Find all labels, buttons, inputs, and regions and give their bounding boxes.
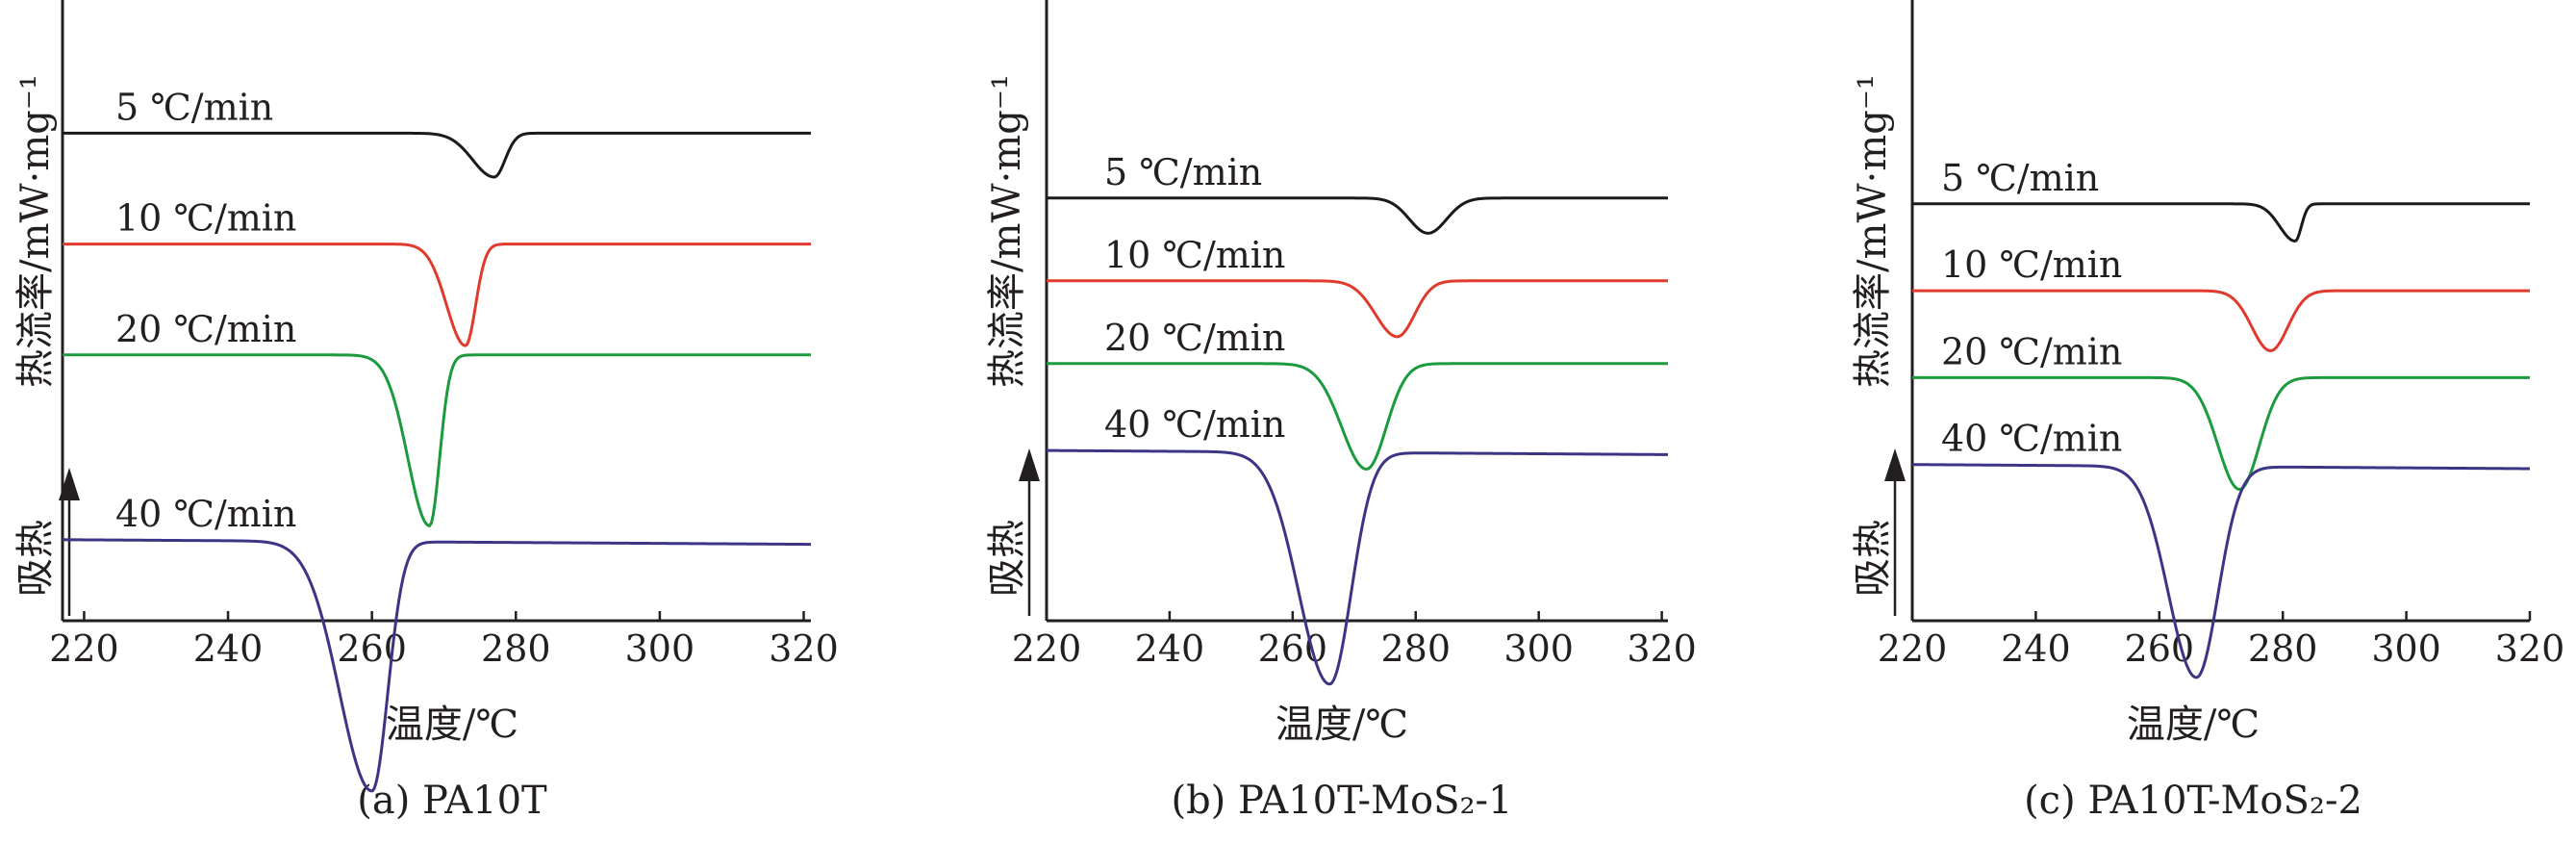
panel-b-endotherm-arrow (1019, 448, 1040, 616)
panel-b-series-label: 10 ℃/min (1104, 234, 1285, 276)
panel-a-series-line (63, 243, 811, 347)
panel-b-x-tick-label: 320 (1627, 627, 1697, 670)
panel-c-x-tick-label: 300 (2371, 627, 2441, 670)
panel-c-series-label: 10 ℃/min (1941, 243, 2122, 286)
panel-c-x-tick-label: 260 (2125, 627, 2195, 670)
panel-a-x-tick-label: 220 (49, 627, 119, 670)
panel-b-y-axis-label: 热流率/mW·mg⁻¹ (985, 74, 1029, 388)
panel-c-y-axis-label: 热流率/mW·mg⁻¹ (1851, 74, 1895, 388)
panel-c-series-line (1912, 375, 2530, 491)
panel-b-x-axis-label: 温度/℃ (1275, 703, 1408, 747)
panel-b-series-label: 20 ℃/min (1104, 317, 1285, 359)
panel-c: (c) PA10T-MoS₂-2 温度/℃ 热流率/mW·mg⁻¹ 吸热 220… (1851, 0, 2564, 823)
panel-c-x-tick-label: 320 (2495, 627, 2565, 670)
panel-b-series-line (1046, 448, 1669, 686)
panel-c-endotherm-label: 吸热 (1851, 520, 1895, 597)
panel-b-x-tick-label: 280 (1380, 627, 1451, 670)
panel-c-series-line (1912, 289, 2530, 352)
panel-a-series-line (63, 131, 811, 179)
panel-b-caption: (b) PA10T-MoS₂-1 (1171, 779, 1512, 823)
panel-b-series-label: 40 ℃/min (1104, 403, 1285, 446)
panel-a-x-tick-label: 280 (481, 627, 551, 670)
panel-a-x-axis-label: 温度/℃ (386, 703, 518, 747)
panel-c-series-line (1912, 202, 2530, 243)
panel-a-endotherm-label: 吸热 (13, 520, 58, 597)
panel-c-x-tick-label: 240 (2001, 627, 2071, 670)
panel-a-x-tick-label: 300 (625, 627, 695, 670)
panel-c-endotherm-arrow (1884, 448, 1906, 616)
panel-a-x-tick-label: 240 (193, 627, 264, 670)
panel-a-series-label: 40 ℃/min (115, 493, 296, 535)
panel-c-series-label: 40 ℃/min (1941, 418, 2122, 460)
panel-a-caption: (a) PA10T (357, 779, 547, 823)
panel-a-series-label: 20 ℃/min (115, 308, 296, 350)
panel-b-series-label: 5 ℃/min (1104, 151, 1262, 193)
panel-c-x-axis-label: 温度/℃ (2127, 703, 2260, 747)
panel-a-series-label: 5 ℃/min (115, 86, 273, 128)
panel-b-x-tick-label: 220 (1012, 627, 1082, 670)
panel-c-x-tick-label: 280 (2248, 627, 2318, 670)
panel-c-caption: (c) PA10T-MoS₂-2 (2024, 779, 2362, 823)
panel-b-x-tick-label: 240 (1135, 627, 1205, 670)
panel-b-series-line (1047, 196, 1668, 235)
panel-a-x-tick-label: 260 (337, 627, 407, 670)
panel-a-y-axis-label: 热流率/mW·mg⁻¹ (13, 74, 58, 388)
panel-c-series-label: 20 ℃/min (1941, 330, 2122, 372)
panel-c-series-label: 5 ℃/min (1941, 157, 2099, 199)
panel-c-series-line (1911, 463, 2531, 679)
panel-c-x-tick-label: 220 (1878, 627, 1948, 670)
panel-b-endotherm-label: 吸热 (985, 520, 1029, 597)
panel-b: (b) PA10T-MoS₂-1 温度/℃ 热流率/mW·mg⁻¹ 吸热 220… (985, 0, 1697, 823)
panel-a-x-tick-label: 320 (769, 627, 839, 670)
panel-a-series-line (62, 538, 812, 793)
panel-a-series-label: 10 ℃/min (115, 197, 296, 240)
panel-a-series-line (63, 353, 811, 527)
panel-b-x-tick-label: 300 (1503, 627, 1574, 670)
panel-b-series-line (1047, 362, 1668, 471)
panel-a: (a) PA10T 温度/℃ 热流率/mW·mg⁻¹ 吸热 220 240 260 2… (13, 0, 839, 823)
panel-b-series-line (1047, 279, 1668, 339)
